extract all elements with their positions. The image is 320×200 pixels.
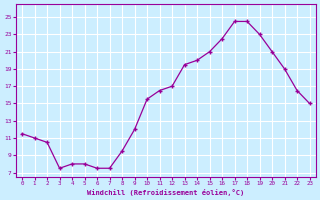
- X-axis label: Windchill (Refroidissement éolien,°C): Windchill (Refroidissement éolien,°C): [87, 189, 244, 196]
